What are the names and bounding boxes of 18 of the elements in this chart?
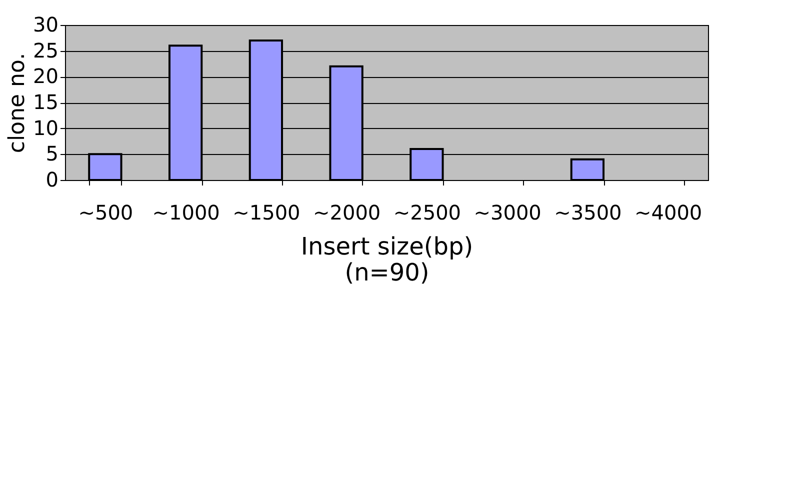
x-tick-label: ~500 bbox=[78, 200, 134, 224]
x-axis-title: Insert size(bp) bbox=[300, 232, 474, 260]
text: (n=90) bbox=[344, 258, 430, 286]
y-tick-label: 15 bbox=[33, 90, 58, 114]
y-tick-label: 5 bbox=[46, 142, 58, 166]
x-tick-label: ~3500 bbox=[554, 200, 622, 224]
y-tick-label: 25 bbox=[33, 38, 58, 62]
y-tick-label: 10 bbox=[33, 116, 58, 140]
y-tick-label: 30 bbox=[33, 12, 58, 36]
x-tick-label: ~1000 bbox=[152, 200, 220, 224]
y-axis-title: clone no. bbox=[5, 52, 30, 154]
x-tick-label: ~1500 bbox=[232, 200, 300, 224]
x-tick-label: ~4000 bbox=[634, 200, 702, 224]
y-tick-label: 0 bbox=[46, 168, 58, 192]
y-tick-label: 20 bbox=[33, 64, 58, 88]
x-tick-label: ~2000 bbox=[312, 200, 381, 224]
x-tick-label: ~2500 bbox=[393, 200, 462, 224]
x-tick-label: ~3000 bbox=[474, 200, 542, 224]
